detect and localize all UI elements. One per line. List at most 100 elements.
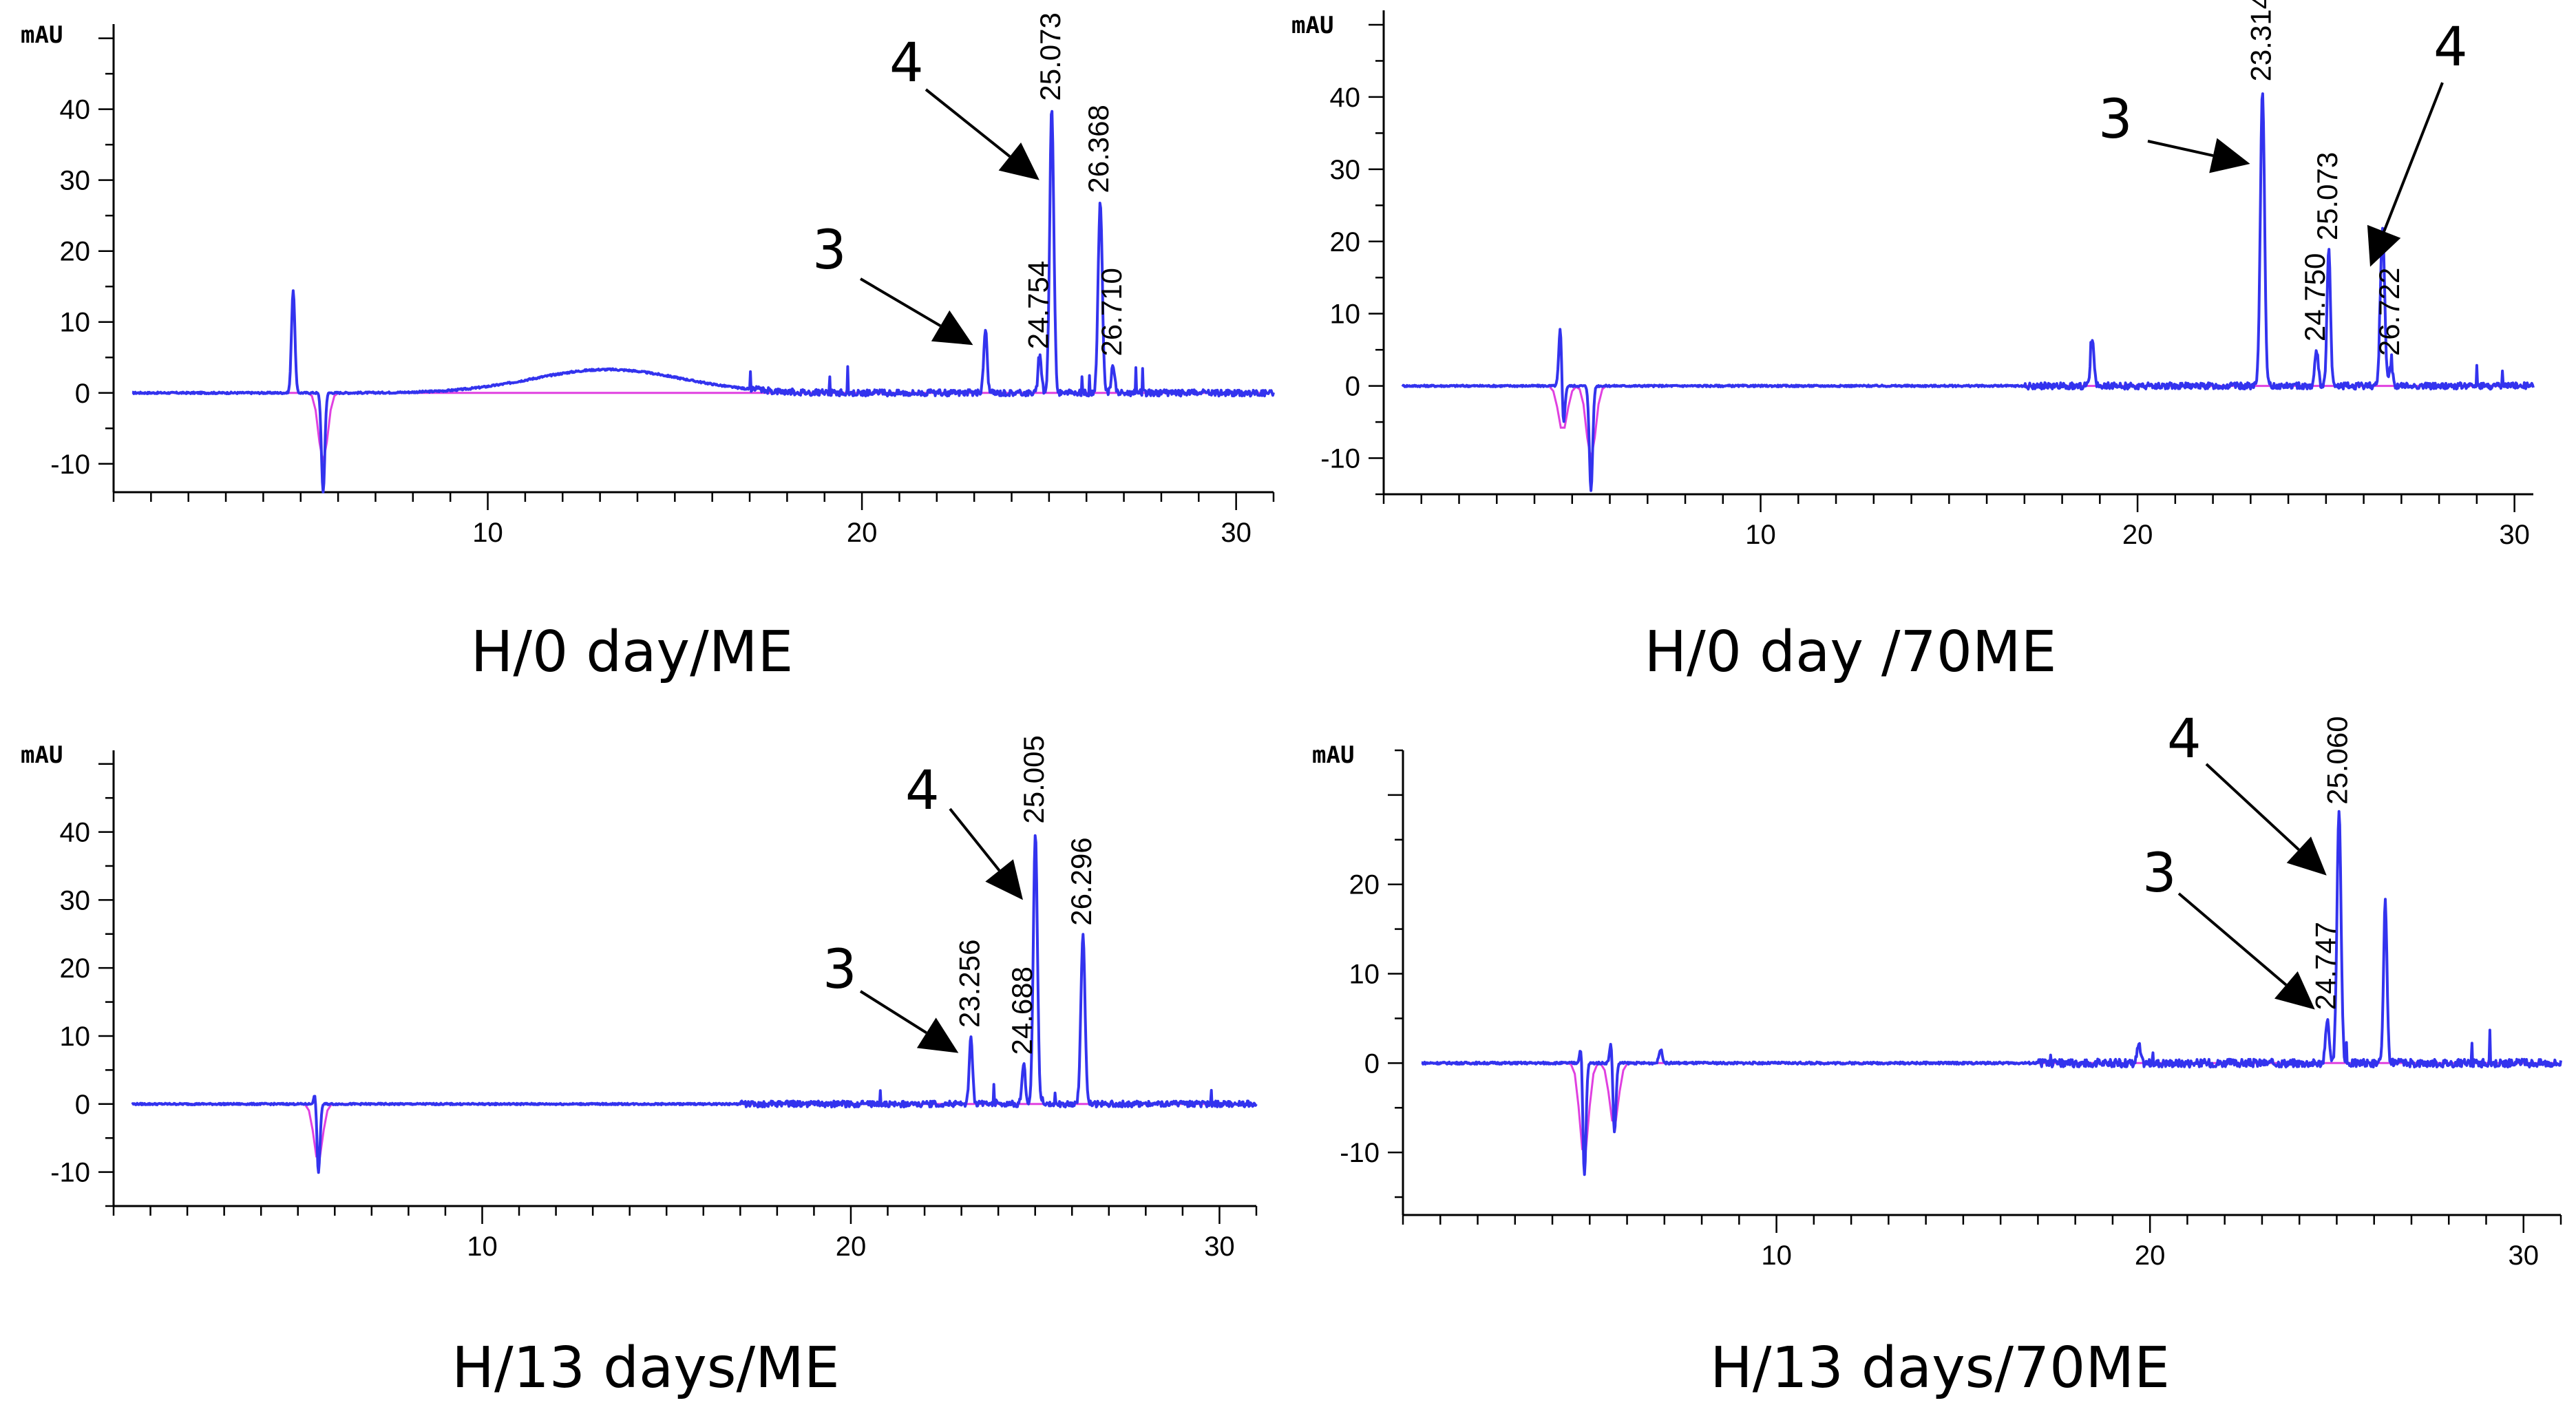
x-tick-label: 10: [1761, 1240, 1792, 1271]
tick-labels: 10 20 30 -10 0 10 20 30 40: [50, 95, 1252, 548]
y-tick-label: 20: [1349, 870, 1380, 900]
y-axis-unit-label: mAU: [21, 741, 63, 769]
y-tick-label: 20: [60, 953, 91, 984]
x-tick-label: 10: [1745, 520, 1776, 550]
tick-marks: [98, 37, 1275, 510]
axes: [112, 24, 1274, 494]
peak-label: 24.747: [2310, 922, 2342, 1010]
integration-baseline: [1422, 1061, 2557, 1150]
arrow-shaft: [859, 277, 942, 328]
peak-label: 24.754: [1022, 261, 1054, 349]
y-axis-unit-label: mAU: [21, 21, 63, 49]
peak-label: 26.710: [1095, 268, 1128, 356]
y-tick-label: 0: [1364, 1048, 1380, 1079]
peak-label: 26.722: [2373, 268, 2405, 356]
chromatogram-trace: [131, 109, 1275, 494]
x-tick-label: 30: [1204, 1232, 1235, 1262]
y-tick-label: 0: [1345, 372, 1360, 402]
peak-number-label: 3: [823, 939, 857, 1001]
y-axis-unit-label: mAU: [1312, 741, 1354, 769]
panel-h-13-days-me: mAU 10 20 30 -10 0 10 20 30 40 23.256 24.688 25.00…: [21, 735, 1258, 1401]
arrow-shaft: [2147, 140, 2214, 158]
tick-labels: 10 20 30 -10 0 10 20 30 40: [1320, 83, 2530, 550]
peak-number-label: 4: [889, 32, 924, 94]
x-tick-label: 20: [2122, 520, 2153, 550]
y-axis-unit-label: mAU: [1291, 12, 1333, 39]
arrow-shaft: [925, 88, 1011, 158]
arrow-head: [2367, 224, 2401, 267]
peak-labels: 23.256 24.688 25.005 26.296: [953, 735, 1097, 1055]
y-tick-label: 20: [1330, 227, 1361, 257]
y-tick-label: 10: [60, 1022, 91, 1052]
peak-label: 25.060: [2321, 716, 2354, 804]
integration-baseline: [131, 1103, 1253, 1158]
peak-number-label: 4: [2434, 17, 2468, 78]
x-tick-label: 20: [836, 1232, 867, 1262]
axes: [1402, 750, 2561, 1216]
peak-label: 24.688: [1006, 966, 1038, 1055]
chromatogram-trace: [1401, 92, 2535, 492]
peak-arrows: 34: [2098, 17, 2468, 267]
panel-caption: H/13 days/70ME: [1710, 1335, 2170, 1401]
arrow-shaft: [949, 807, 1001, 871]
peak-arrows: 34: [823, 760, 1023, 1053]
arrow-shaft: [859, 990, 927, 1035]
y-tick-label: 0: [75, 1090, 90, 1120]
y-tick-label: 40: [60, 818, 91, 848]
tick-labels: 10 20 30 -10 0 10 20 30 40: [50, 818, 1235, 1262]
y-tick-label: 40: [60, 95, 91, 125]
axes: [1382, 10, 2533, 496]
integration-baseline: [1402, 385, 2530, 460]
x-tick-label: 30: [1221, 518, 1252, 548]
panel-h-0-day-me: mAU 10 20 30 -10 0 10 20 30 40 24.754 25.073 26.36…: [21, 12, 1275, 685]
peak-label: 24.750: [2299, 253, 2331, 341]
peak-number-label: 4: [905, 760, 940, 822]
x-tick-label: 10: [467, 1232, 498, 1262]
y-tick-label: -10: [50, 1158, 90, 1188]
y-tick-label: 30: [1330, 155, 1361, 185]
panel-caption: H/0 day/ME: [471, 620, 794, 685]
arrow-head: [2209, 138, 2250, 173]
integration-baseline: [132, 392, 1270, 463]
y-tick-label: 40: [1330, 83, 1361, 113]
panel-caption: H/13 days/ME: [452, 1335, 839, 1401]
peak-arrows: 34: [2142, 708, 2327, 1010]
arrow-shaft: [2205, 763, 2300, 851]
y-tick-label: 20: [60, 237, 91, 267]
peak-label: 25.073: [1034, 12, 1066, 101]
tick-marks: [1388, 749, 2562, 1233]
y-tick-label: 10: [60, 308, 91, 338]
arrow-head: [998, 142, 1039, 180]
peak-labels: 24.747 25.060: [2310, 716, 2354, 1010]
tick-marks: [1369, 23, 2515, 512]
peak-labels: 23.314 24.750 25.073 26.722: [2245, 0, 2406, 356]
arrow-head: [2274, 971, 2315, 1010]
x-tick-label: 20: [2135, 1240, 2166, 1271]
peak-label: 25.073: [2311, 152, 2343, 240]
tick-labels: 10 20 30 -10 0 10 20: [1340, 870, 2539, 1271]
y-tick-label: -10: [1340, 1138, 1380, 1168]
peak-label: 23.256: [953, 940, 985, 1028]
peak-number-label: 3: [812, 220, 847, 282]
x-tick-label: 20: [847, 518, 878, 548]
x-tick-label: 10: [472, 518, 503, 548]
peak-arrows: 34: [812, 32, 1039, 346]
y-tick-label: 10: [1349, 960, 1380, 990]
arrow-head: [2286, 836, 2327, 876]
arrow-head: [931, 310, 973, 346]
y-tick-label: -10: [50, 450, 90, 480]
tick-marks: [98, 763, 1258, 1224]
y-tick-label: 10: [1330, 299, 1361, 330]
chromatogram-trace: [1421, 810, 2562, 1176]
axes: [112, 750, 1256, 1207]
peak-label: 26.296: [1065, 837, 1097, 925]
peak-number-label: 3: [2142, 843, 2177, 905]
peak-label: 26.368: [1082, 105, 1115, 193]
peak-number-label: 3: [2098, 89, 2133, 151]
y-tick-label: 30: [60, 166, 91, 196]
arrow-head: [916, 1017, 959, 1053]
panel-h-0-day-70me: mAU 10 20 30 -10 0 10 20 30 40 23.314 24.750 25.07…: [1291, 0, 2535, 685]
y-tick-label: -10: [1320, 444, 1360, 474]
